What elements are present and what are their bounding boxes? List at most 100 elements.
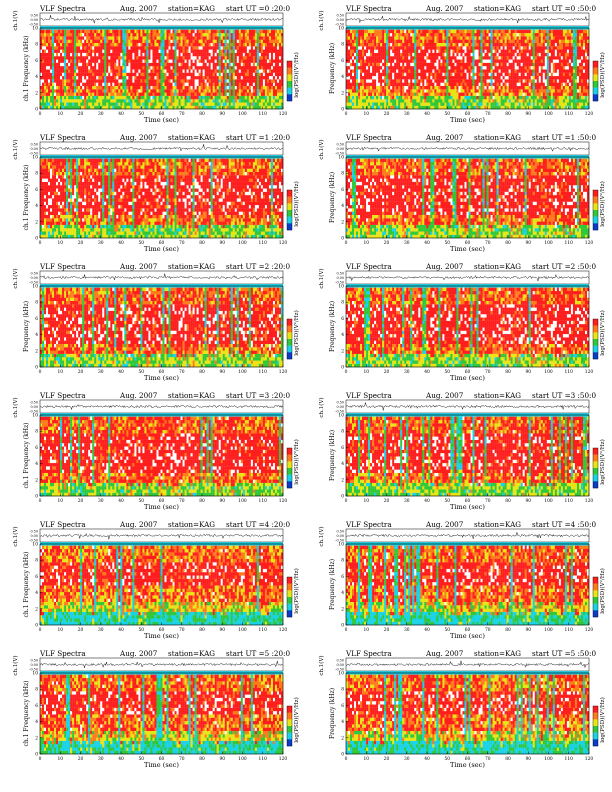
spectrogram-cell <box>86 106 88 109</box>
spectrogram-cell <box>80 69 82 72</box>
spectrogram-cell <box>271 33 273 36</box>
spectrogram-cell <box>269 53 271 56</box>
spectrogram-cell <box>72 33 74 36</box>
spectrogram-cell <box>40 49 42 52</box>
spectrogram-cell <box>136 89 138 92</box>
spectrogram-cell <box>108 96 110 99</box>
spectrogram-cell <box>223 63 225 66</box>
spectrogram-cell <box>124 46 126 49</box>
spectrogram-cell <box>148 92 150 95</box>
spectrogram-cell <box>265 33 267 36</box>
spectrogram-cell <box>183 79 185 82</box>
spectrogram-cell <box>183 96 185 99</box>
spectrogram-cell <box>275 83 277 86</box>
spectrogram-cell <box>235 76 237 79</box>
spectrogram-cell <box>177 79 179 82</box>
spectrogram-cell <box>201 99 203 102</box>
spectrogram-cell <box>84 36 86 39</box>
spectrogram-cell <box>92 69 94 72</box>
spectrogram-cell <box>144 30 146 33</box>
spectrogram-cell <box>156 106 158 109</box>
spectrogram-cell <box>86 40 88 43</box>
spectrogram-cell <box>271 36 273 39</box>
spectrogram-cell <box>76 92 78 95</box>
spectrogram-cell <box>108 89 110 92</box>
spectrogram-cell <box>54 99 56 102</box>
waveform-tick-label: 0.00 <box>30 18 38 22</box>
spectrogram-cell <box>201 33 203 36</box>
spectrogram-cell <box>191 89 193 92</box>
spectrogram-cell <box>104 43 106 46</box>
spectrogram-cell <box>275 59 277 62</box>
spectrogram-cell <box>227 102 229 105</box>
spectrogram-cell <box>211 92 213 95</box>
spectrogram-cell <box>195 63 197 66</box>
spectrogram-cell <box>203 40 205 43</box>
spectrogram-cell <box>140 30 142 33</box>
spectrogram-cell <box>60 59 62 62</box>
spectrogram-cell <box>50 49 52 52</box>
spectrogram-cell <box>179 33 181 36</box>
spectrogram-cell <box>48 49 50 52</box>
spectrogram-cell <box>187 30 189 33</box>
spectrogram-cell <box>183 89 185 92</box>
spectrogram-cell <box>213 59 215 62</box>
spectrogram-cell <box>80 83 82 86</box>
spectrogram-cell <box>66 33 68 36</box>
spectrogram-cell <box>275 79 277 82</box>
spectrogram-cell <box>154 33 156 36</box>
spectrogram-cell <box>48 86 50 89</box>
spectrogram-cell <box>203 92 205 95</box>
spectrogram-cell <box>173 76 175 79</box>
spectrogram-cell <box>110 66 112 69</box>
spectrogram-cell <box>126 69 128 72</box>
spectrogram-cell <box>263 89 265 92</box>
spectrogram-cell <box>187 49 189 52</box>
spectrogram-cell <box>76 40 78 43</box>
spectrogram-cell <box>245 69 247 72</box>
spectrogram-cell <box>245 102 247 105</box>
spectrogram-cell <box>273 83 275 86</box>
spectrogram-cell <box>122 86 124 89</box>
spectrogram-cell <box>271 46 273 49</box>
spectrogram-cell <box>134 83 136 86</box>
spectrogram-cell <box>158 73 160 76</box>
spectrogram-cell <box>257 79 259 82</box>
spectrogram-cell <box>52 46 54 49</box>
spectrogram-cell <box>211 56 213 59</box>
spectrogram-cell <box>64 89 66 92</box>
spectrogram-cell <box>66 69 68 72</box>
spectrogram-cell <box>116 89 118 92</box>
spectrogram-cell <box>267 66 269 69</box>
spectrogram-cell <box>219 79 221 82</box>
spectrogram-cell <box>253 79 255 82</box>
spectrogram-cell <box>205 89 207 92</box>
spectrogram-cell <box>96 76 98 79</box>
spectrogram-cell <box>52 86 54 89</box>
spectrogram-cell <box>183 56 185 59</box>
spectrogram-cell <box>175 53 177 56</box>
spectrogram-cell <box>265 63 267 66</box>
spectrogram-cell <box>70 59 72 62</box>
spectrogram-cell <box>235 33 237 36</box>
spectrogram-cell <box>209 63 211 66</box>
spectrogram-cell <box>177 49 179 52</box>
spectrogram-cell <box>102 79 104 82</box>
spectrogram-cell <box>76 43 78 46</box>
spectrogram-cell <box>227 56 229 59</box>
spectrogram-cell <box>154 36 156 39</box>
spectrogram-cell <box>42 66 44 69</box>
spectrogram-cell <box>243 86 245 89</box>
spectrogram-cell <box>42 102 44 105</box>
spectrogram-cell <box>171 73 173 76</box>
spectrogram-cell <box>112 33 114 36</box>
spectrogram-cell <box>225 63 227 66</box>
spectrogram-cell <box>82 36 84 39</box>
spectrogram-cell <box>114 106 116 109</box>
spectrogram-cell <box>142 56 144 59</box>
spectrogram-cell <box>120 89 122 92</box>
spectrogram-cell <box>130 43 132 46</box>
spectrogram-cell <box>185 73 187 76</box>
spectrogram-cell <box>112 83 114 86</box>
spectrogram-cell <box>175 49 177 52</box>
